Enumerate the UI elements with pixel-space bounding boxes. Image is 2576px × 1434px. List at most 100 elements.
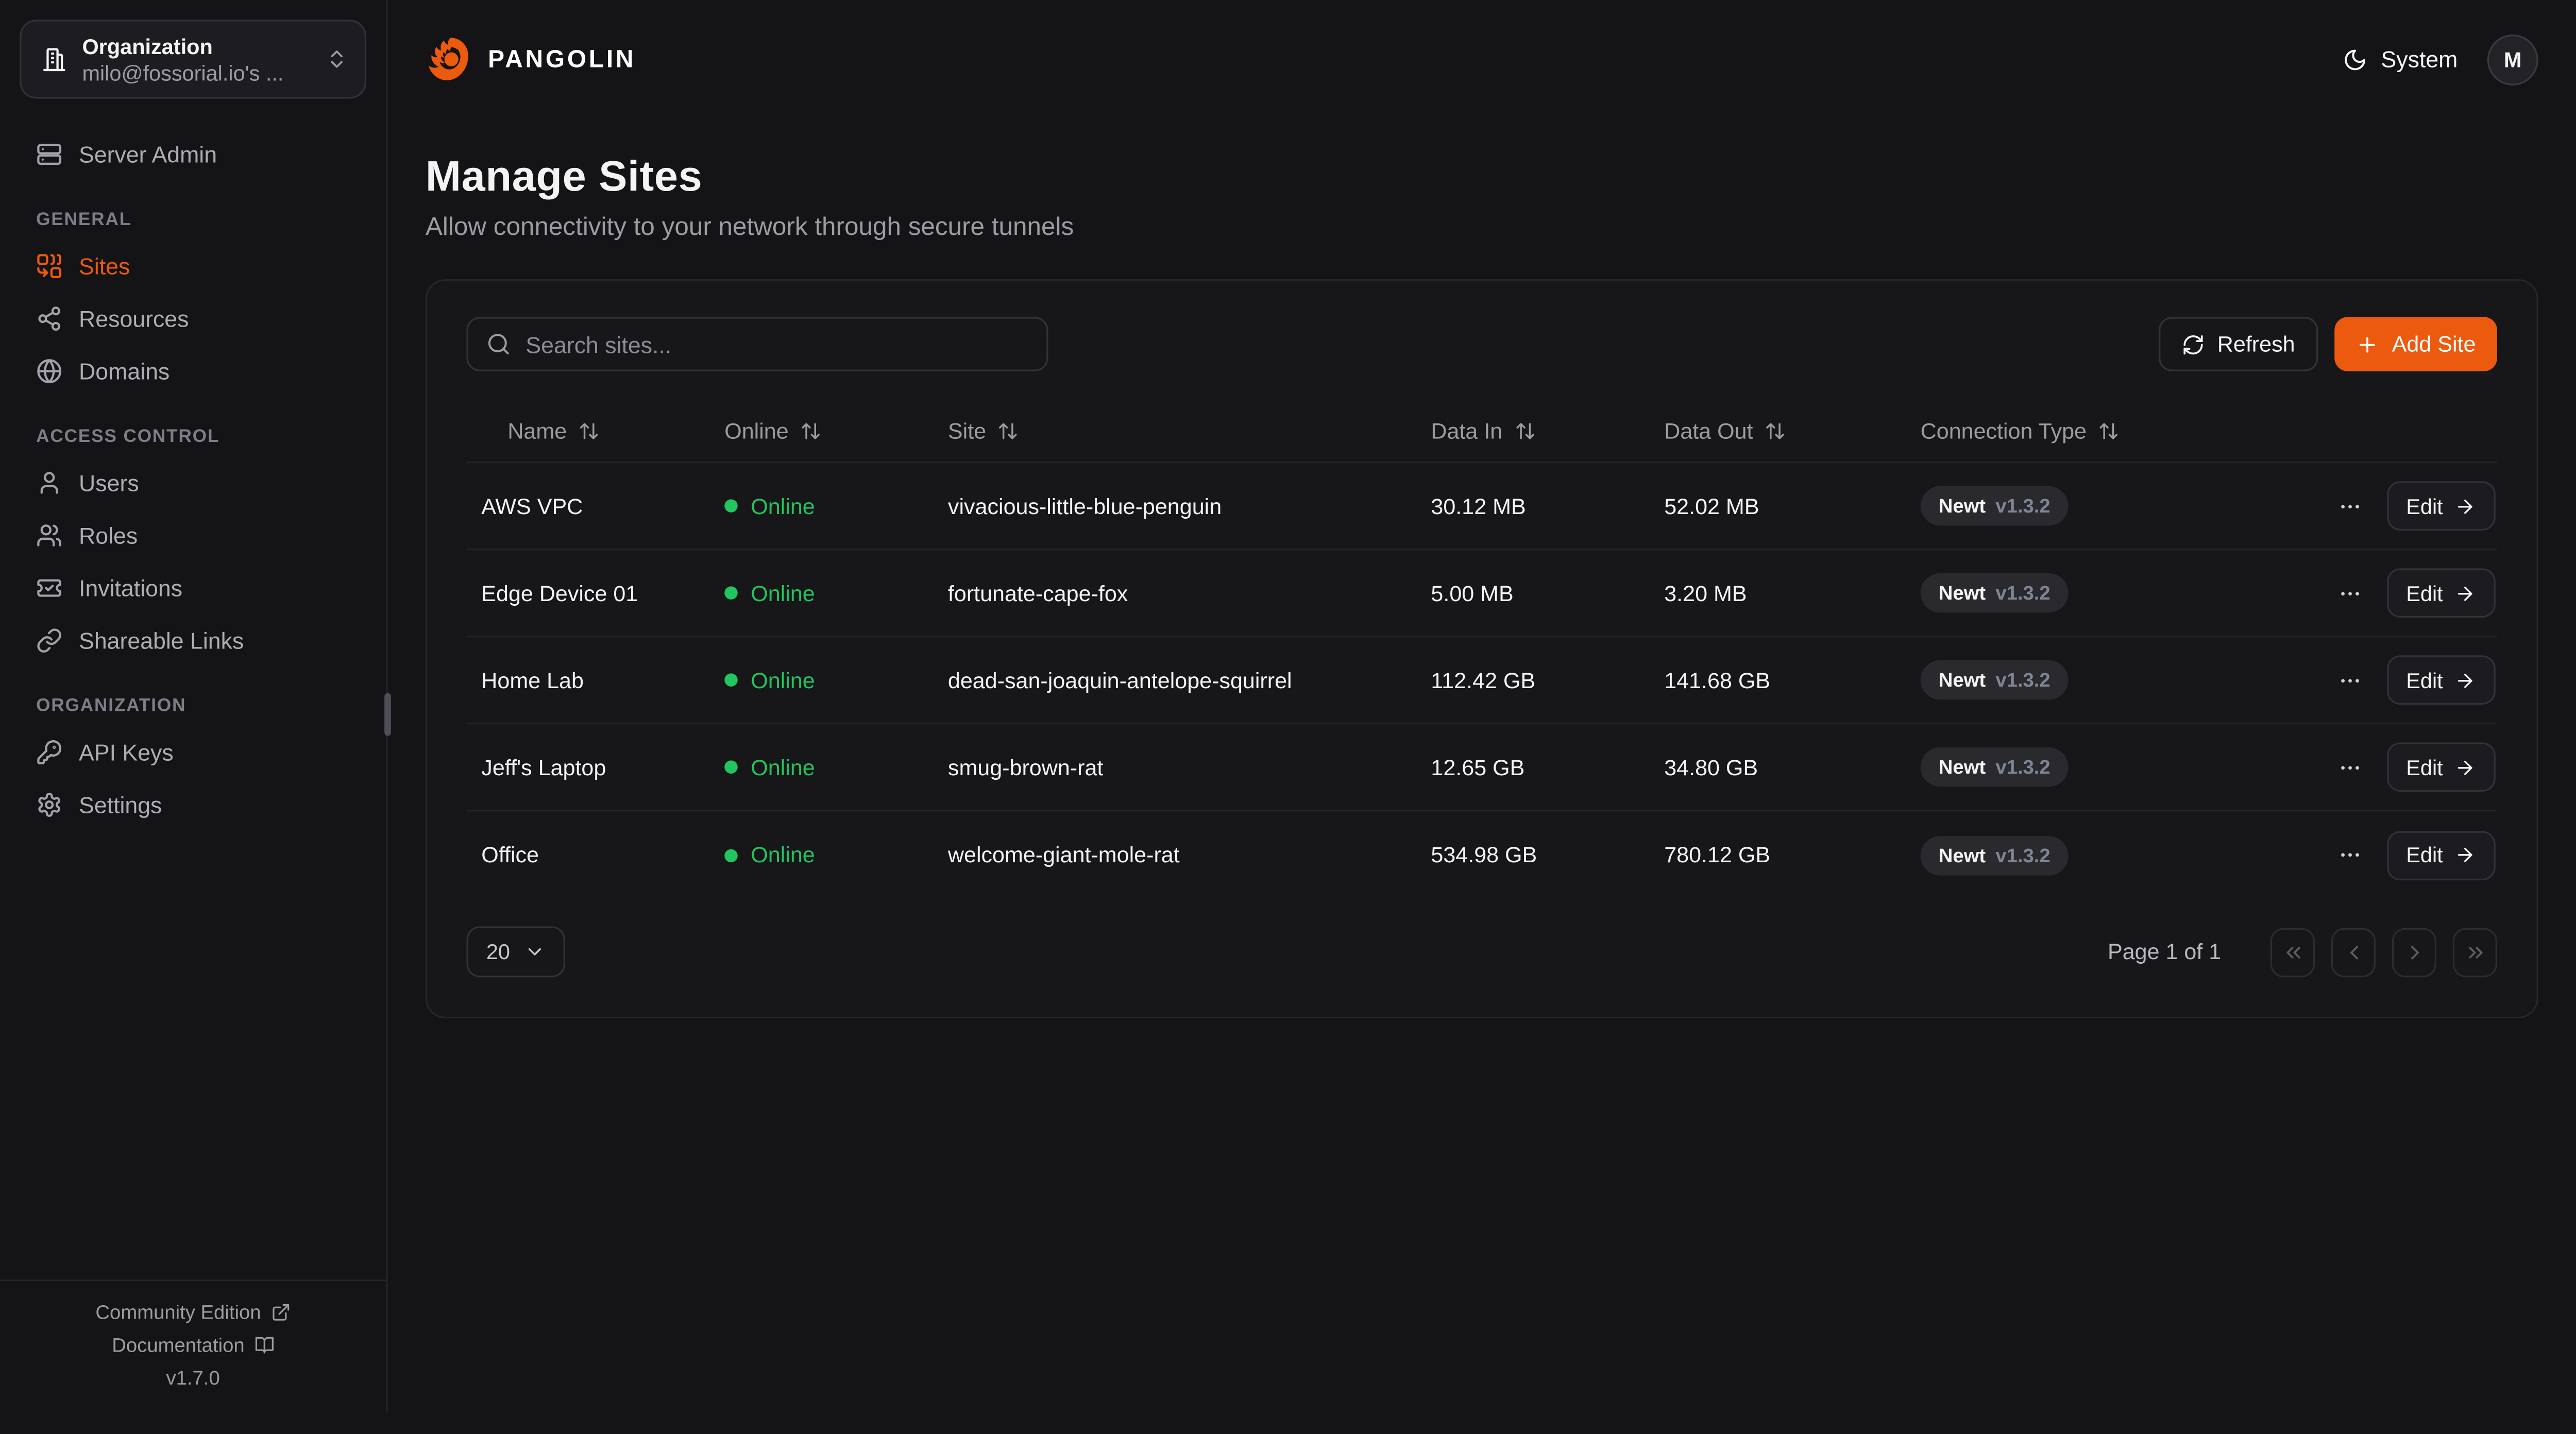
org-switcher-subtitle: milo@fossorial.io's ... (82, 60, 284, 85)
table-row: AWS VPC Online vivacious-little-blue-pengu… (466, 463, 2497, 551)
connection-type-cell: Newt v1.3.2 (1906, 573, 2198, 613)
sidebar-item-settings[interactable]: Settings (20, 778, 366, 831)
sidebar-item-domains[interactable]: Domains (20, 345, 366, 398)
sidebar-item-label: Domains (79, 358, 170, 385)
sidebar-item-roles[interactable]: Roles (20, 509, 366, 562)
edit-site-button[interactable]: Edit (2386, 830, 2496, 880)
column-header-name[interactable]: Name (467, 419, 710, 443)
online-dot-icon (724, 760, 738, 774)
last-page-button[interactable] (2452, 927, 2497, 977)
topbar-right: System M (2343, 33, 2538, 85)
sort-arrows-icon (1514, 420, 1535, 441)
refresh-icon (2181, 333, 2205, 356)
ellipsis-icon (2337, 843, 2362, 867)
status-cell: Online (710, 493, 934, 518)
theme-toggle[interactable]: System (2343, 46, 2458, 72)
page-size-select[interactable]: 20 (466, 926, 566, 978)
sidebar-section: ACCESS CONTROL Users Roles Invitations Share… (20, 427, 366, 667)
column-header-online[interactable]: Online (710, 419, 934, 443)
status-cell: Online (710, 581, 934, 605)
connection-version: v1.3.2 (1995, 755, 2050, 779)
status-label: Online (751, 581, 815, 606)
topbar: PANGOLIN System M (426, 0, 2538, 118)
org-switcher[interactable]: Organization milo@fossorial.io's ... (20, 20, 367, 99)
documentation-label: Documentation (112, 1334, 245, 1357)
table-row: Jeff's Laptop Online smug-brown-rat 12.65 G… (466, 724, 2497, 812)
documentation-link[interactable]: Documentation (112, 1334, 274, 1357)
edit-site-button[interactable]: Edit (2386, 655, 2496, 705)
sidebar-item-users[interactable]: Users (20, 456, 366, 509)
sidebar-resize-handle[interactable] (384, 693, 391, 736)
sort-arrows-icon (1765, 420, 1786, 441)
sidebar-item-shareable-links[interactable]: Shareable Links (20, 614, 366, 667)
site-name: Home Lab (481, 668, 584, 693)
sidebar-item-api-keys[interactable]: API Keys (20, 726, 366, 778)
sidebar-item-server-admin[interactable]: Server Admin (20, 128, 366, 181)
column-label: Site (947, 419, 987, 443)
column-header-site[interactable]: Site (933, 419, 1416, 443)
arrow-right-icon (2454, 756, 2476, 777)
add-site-button[interactable]: Add Site (2334, 317, 2497, 371)
connection-version: v1.3.2 (1995, 668, 2050, 692)
user-avatar[interactable]: M (2487, 33, 2538, 85)
data-out: 3.20 MB (1664, 581, 1747, 606)
community-edition-link[interactable]: Community Edition (95, 1301, 291, 1324)
table-row: Edge Device 01 Online fortunate-cape-fox 5.… (466, 550, 2497, 638)
status-cell: Online (710, 843, 934, 867)
refresh-button[interactable]: Refresh (2158, 317, 2318, 371)
sidebar-section: GENERAL Sites Resources Domains (20, 210, 366, 398)
brand[interactable]: PANGOLIN (426, 35, 636, 84)
column-header-connection-type[interactable]: Connection Type (1906, 419, 2198, 443)
edit-site-button[interactable]: Edit (2386, 481, 2496, 531)
sidebar-item-sites[interactable]: Sites (20, 240, 366, 293)
edit-label: Edit (2406, 493, 2443, 519)
connection-name: Newt (1938, 755, 1986, 779)
sites-toolbar: Refresh Add Site (466, 317, 2497, 371)
column-header-data-out[interactable]: Data Out (1650, 419, 1906, 443)
online-dot-icon (724, 499, 738, 513)
main-content: PANGOLIN System M Manage Sites Allow con… (388, 0, 2576, 1412)
site-slug: dead-san-joaquin-antelope-squirrel (947, 668, 1292, 693)
status-label: Online (751, 668, 815, 693)
sidebar-item-label: Server Admin (79, 141, 217, 168)
search-box (466, 317, 1048, 371)
sidebar-item-label: Settings (79, 791, 162, 818)
chevrons-right-icon (2464, 941, 2487, 964)
connection-type-badge: Newt v1.3.2 (1920, 660, 2069, 700)
row-menu-button[interactable] (2337, 668, 2362, 692)
edit-label: Edit (2406, 842, 2443, 867)
online-dot-icon (724, 586, 738, 600)
edit-site-button[interactable]: Edit (2386, 568, 2496, 618)
site-name: Edge Device 01 (481, 581, 638, 606)
column-header-data-in[interactable]: Data In (1416, 419, 1650, 443)
data-in: 534.98 GB (1431, 842, 1537, 867)
next-page-button[interactable] (2392, 927, 2436, 977)
page-subtitle: Allow connectivity to your network throu… (425, 213, 1074, 242)
online-dot-icon (724, 848, 738, 862)
connection-type-badge: Newt v1.3.2 (1920, 747, 2069, 787)
arrow-right-icon (2454, 844, 2476, 865)
sidebar-item-label: Shareable Links (79, 627, 244, 654)
table-body: AWS VPC Online vivacious-little-blue-pengu… (466, 463, 2497, 898)
sidebar-sections: GENERAL Sites Resources Domains ACCESS CONTR… (20, 181, 366, 831)
arrow-right-icon (2454, 582, 2476, 603)
sidebar-item-label: Roles (79, 522, 138, 549)
pagination-controls: Page 1 of 1 (2108, 927, 2497, 977)
search-input[interactable] (526, 331, 1029, 357)
sidebar-item-resources[interactable]: Resources (20, 293, 366, 345)
sites-card: Refresh Add Site Name Online Site Data In Da… (425, 279, 2538, 1019)
sort-arrows-icon (800, 420, 821, 441)
chevron-right-icon (2403, 941, 2426, 964)
row-menu-button[interactable] (2337, 843, 2362, 867)
first-page-button[interactable] (2270, 927, 2315, 977)
prev-page-button[interactable] (2331, 927, 2376, 977)
row-menu-button[interactable] (2337, 493, 2362, 518)
row-menu-button[interactable] (2337, 581, 2362, 605)
sidebar-item-invitations[interactable]: Invitations (20, 562, 366, 614)
globe-icon (36, 358, 62, 384)
connection-name: Newt (1938, 668, 1986, 692)
column-label: Data In (1431, 419, 1503, 443)
data-in: 12.65 GB (1431, 755, 1525, 780)
row-menu-button[interactable] (2337, 755, 2362, 779)
edit-site-button[interactable]: Edit (2386, 742, 2496, 792)
